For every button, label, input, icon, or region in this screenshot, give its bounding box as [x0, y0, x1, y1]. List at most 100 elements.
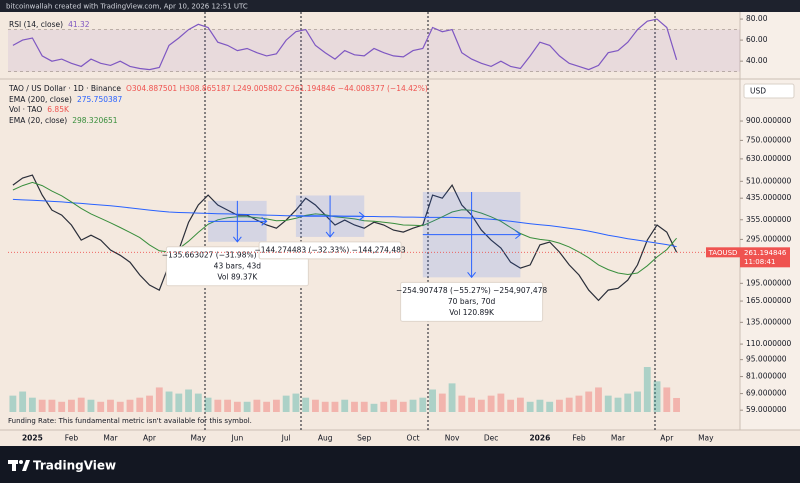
volume-bar	[673, 397, 680, 412]
header-bar	[0, 0, 800, 12]
volume-bar	[546, 401, 554, 412]
volume-bar	[448, 383, 456, 412]
currency-box	[743, 83, 795, 99]
measure-arrow-head	[515, 230, 522, 240]
measure-arrow-head	[325, 231, 335, 238]
x-tick-label: Apr	[660, 434, 674, 443]
volume-bar	[341, 399, 349, 412]
countdown: 11:08:41	[744, 258, 775, 266]
volume-bar	[604, 395, 612, 412]
y-tick-label: 69.000000	[746, 389, 787, 398]
volume-bar	[556, 399, 563, 412]
volume-bar	[185, 389, 192, 412]
volume-bar	[48, 399, 56, 412]
y-tick-label: 95.000000	[746, 355, 787, 364]
legend-name: TAO / US Dollar · 1D · Binance	[9, 84, 121, 93]
volume-bar	[214, 399, 222, 412]
chart-background	[0, 12, 800, 446]
measure-label-box	[400, 281, 544, 322]
legend-ohlc: O304.887501 H308.865187 L249.005802 C261…	[125, 84, 428, 93]
series-line	[12, 174, 678, 302]
volume-bar	[292, 393, 300, 412]
volume-bar	[614, 397, 622, 412]
measure-arrow-head	[232, 236, 242, 243]
rsi-tick-label: 40.00	[746, 56, 768, 65]
currency: USD	[750, 87, 766, 96]
volume-bar	[526, 401, 534, 412]
volume-bar	[370, 403, 378, 412]
symbol-tag-text: TAOUSD	[708, 249, 738, 257]
volume-bar	[419, 397, 427, 412]
measure-label-box	[258, 241, 402, 260]
rsi-legend: RSI (14, close) 41.32	[9, 20, 95, 31]
y-tick-label: 630.000000	[746, 154, 792, 163]
volume-bar	[399, 401, 407, 412]
volume-bar	[390, 399, 397, 412]
legend-value: 6.85K	[47, 105, 69, 114]
measure-label: 70 bars, 70d	[448, 297, 496, 306]
logo-shape	[22, 460, 30, 471]
volume-bar	[477, 399, 485, 412]
volume-bar	[175, 393, 183, 412]
legend-name: RSI (14, close)	[9, 20, 64, 29]
x-tick-label: Dec	[484, 434, 499, 443]
measure-label: Vol 89.37K	[217, 272, 258, 281]
legend-row: EMA (200, close) 275.750387	[9, 95, 433, 106]
x-tick-label: May	[698, 434, 714, 443]
price-axis-background	[740, 12, 800, 430]
volume-bar	[126, 399, 134, 412]
volume-bar	[565, 397, 573, 412]
volume-bar	[438, 393, 446, 412]
measure-label: 43 bars, 43d	[214, 261, 262, 270]
x-tick-label: Mar	[611, 434, 626, 443]
legend-row: TAO / US Dollar · 1D · Binance O304.88750…	[9, 84, 433, 95]
legend-row: EMA (20, close) 298.320651	[9, 116, 433, 127]
x-tick-label: Feb	[572, 434, 586, 443]
logo-shape	[19, 460, 23, 464]
measure-arrow-head	[358, 211, 366, 221]
volume-bar	[507, 399, 515, 412]
measure-label: −135.663027 (−31.98%) −135,663,027	[162, 250, 313, 259]
x-tick-label: May	[191, 434, 207, 443]
y-tick-label: 165.000000	[746, 296, 792, 305]
volume-bar	[312, 399, 319, 412]
price-tag-text: 261.194846	[744, 249, 787, 257]
volume-bar	[87, 399, 95, 412]
volume-bar	[653, 381, 661, 412]
volume-bar	[487, 395, 495, 412]
y-tick-label: 295.000000	[746, 234, 792, 243]
volume-bar	[429, 389, 436, 412]
measure-label: Vol 120.89K	[449, 308, 495, 317]
volume-bar	[194, 393, 202, 412]
volume-bar	[536, 399, 544, 412]
x-tick-label: 2026	[529, 434, 550, 443]
x-tick-label: Oct	[407, 434, 420, 443]
volume-bar	[38, 399, 46, 412]
volume-bar	[58, 401, 66, 412]
volume-bar	[380, 401, 388, 412]
x-tick-label: Sep	[357, 434, 371, 443]
y-tick-label: 59.000000	[746, 405, 787, 414]
price-tag	[740, 247, 790, 268]
volume-bar	[634, 391, 641, 412]
y-tick-label: 510.000000	[746, 176, 792, 185]
legend-name: EMA (20, close)	[9, 115, 68, 125]
y-tick-label: 750.000000	[746, 135, 792, 144]
measure-label: −144.274483 (−32.33%) −144,274,483	[255, 245, 406, 254]
legend-value: 298.320651	[72, 115, 118, 125]
x-tick-label: Nov	[445, 434, 460, 443]
volume-bar	[77, 397, 85, 412]
volume-bar	[155, 387, 163, 412]
legend-value: 41.32	[68, 20, 90, 29]
x-tick-label: Feb	[65, 434, 79, 443]
volume-bar	[516, 397, 524, 412]
volume-bar	[263, 401, 271, 412]
x-tick-label: Mar	[103, 434, 118, 443]
y-tick-label: 195.000000	[746, 278, 792, 287]
y-tick-label: 110.000000	[746, 339, 792, 348]
x-tick-label: Jul	[281, 434, 291, 443]
legend-name: EMA (200, close)	[9, 94, 72, 104]
volume-bar	[272, 399, 280, 412]
legend-row: Vol · TAO 6.85K	[9, 105, 433, 116]
y-tick-label: 355.000000	[746, 215, 792, 224]
